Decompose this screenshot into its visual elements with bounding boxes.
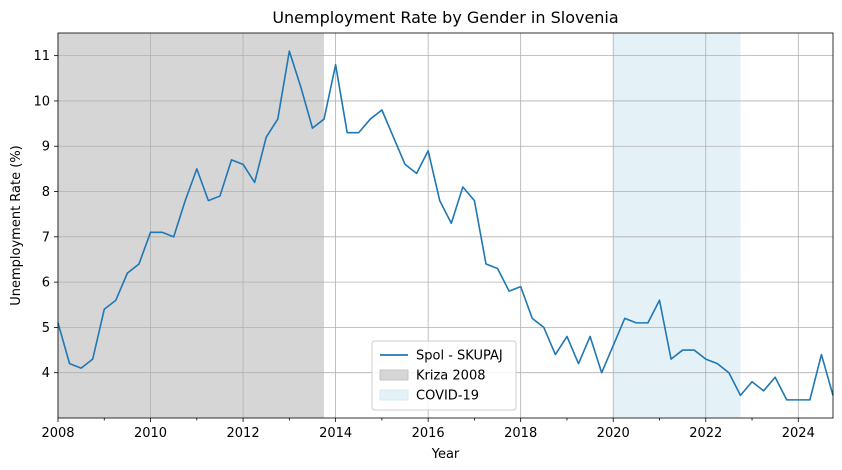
y-tick-label: 10 [33, 94, 50, 109]
legend: Spol - SKUPAJ Kriza 2008 COVID-19 [371, 340, 517, 411]
y-tick-label: 7 [42, 230, 50, 245]
y-tick-label: 4 [42, 366, 50, 381]
y-tick-label: 6 [42, 276, 50, 291]
y-tick-label: 5 [42, 321, 50, 336]
legend-swatch-kriza-2008 [379, 369, 409, 381]
y-tick-label: 9 [42, 140, 50, 155]
shaded-regions [58, 33, 741, 418]
x-tick-label: 2020 [597, 426, 630, 441]
axis-ticks: 2008 2010 2012 2014 2016 2018 2020 2022 2024 4 5 6 7… [33, 49, 814, 441]
shaded-region-covid-19 [613, 33, 741, 418]
x-tick-label: 2014 [319, 426, 352, 441]
legend-swatch-covid-19 [379, 389, 409, 401]
y-tick-label: 11 [33, 49, 50, 64]
shaded-region-kriza-2008 [58, 33, 325, 418]
x-tick-label: 2010 [134, 426, 167, 441]
x-tick-label: 2012 [227, 426, 260, 441]
x-tick-label: 2016 [412, 426, 445, 441]
x-tick-label: 2008 [41, 426, 74, 441]
plot-frame [57, 32, 834, 419]
y-tick-label: 8 [42, 185, 50, 200]
x-tick-label: 2022 [689, 426, 722, 441]
series-lines [57, 50, 834, 401]
legend-label-covid-19: COVID-19 [416, 389, 479, 404]
series-line [57, 50, 834, 401]
legend-label-spol-skupaj: Spol - SKUPAJ [416, 349, 503, 364]
legend-label-kriza-2008: Kriza 2008 [416, 369, 486, 384]
x-tick-label: 2024 [782, 426, 815, 441]
chart-title: Unemployment Rate by Gender in Slovenia [272, 8, 618, 27]
x-axis-label: Year [431, 447, 460, 462]
x-tick-label: 2018 [504, 426, 537, 441]
y-axis-label: Unemployment Rate (%) [9, 145, 24, 306]
